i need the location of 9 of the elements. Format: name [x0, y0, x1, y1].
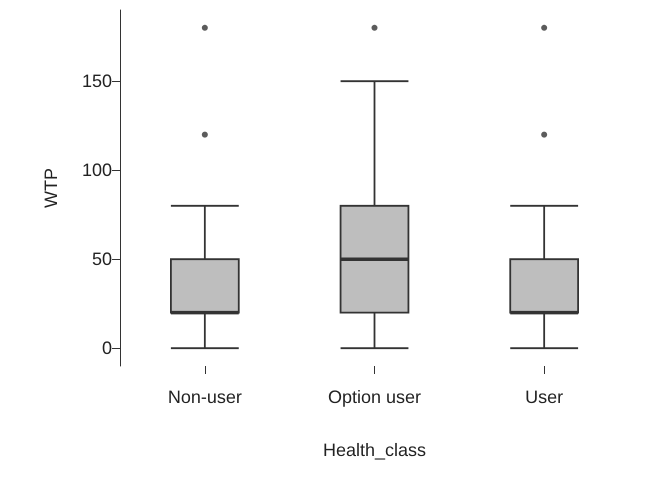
x-tick-label: User	[525, 387, 564, 407]
x-axis-title: Health_class	[322, 440, 426, 460]
y-tick-label: 0	[102, 338, 112, 358]
x-tick-label: Non-user	[168, 387, 242, 407]
x-tick-label: Option user	[328, 387, 422, 407]
y-tick-label: 50	[92, 249, 112, 270]
y-tick-label: 100	[82, 160, 112, 180]
y-tick-label: 150	[82, 71, 112, 92]
y-axis-title: WTP	[41, 168, 61, 208]
